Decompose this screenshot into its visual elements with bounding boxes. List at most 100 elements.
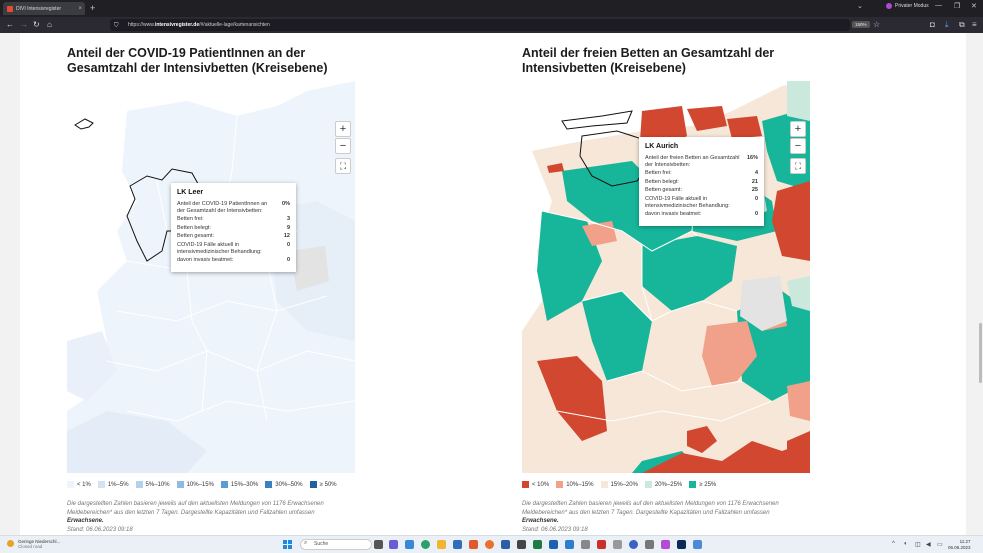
private-mask-icon (886, 3, 892, 9)
left-map[interactable]: + − ⛶ (67, 81, 355, 473)
region-red-center (687, 426, 717, 453)
weather-widget[interactable]: Geringe Niederschl... Closed road (7, 539, 60, 549)
private-mode-label: Privater Modus (895, 3, 929, 9)
tooltip-row: Betten belegt: 21 (645, 178, 758, 185)
legend-item[interactable]: < 1% (67, 481, 91, 488)
right-fullscreen-button[interactable]: ⛶ (790, 158, 806, 174)
maximize-icon[interactable]: ❐ (954, 3, 961, 10)
close-tab-icon[interactable]: × (78, 5, 82, 12)
acrobat-icon[interactable] (597, 540, 606, 549)
office-icon[interactable] (469, 540, 478, 549)
home-icon[interactable]: ⌂ (47, 20, 52, 29)
right-map-tooltip: LK Aurich Anteil der freien Betten an Ge… (639, 137, 764, 226)
region-salmon-2 (702, 321, 757, 386)
store-icon[interactable] (453, 540, 462, 549)
app-icon[interactable] (693, 540, 702, 549)
legend-item[interactable]: 10%–15% (556, 481, 594, 488)
web-page: Anteil der COVID-19 PatientInnen an der … (0, 33, 983, 535)
windows-start-icon[interactable] (283, 540, 292, 549)
system-clock[interactable]: 11:27 06.06.2023 (948, 539, 971, 550)
task-view-icon[interactable] (374, 540, 383, 549)
legend-item[interactable]: < 10% (522, 481, 549, 488)
zoom-level-badge[interactable]: 150% (852, 21, 870, 28)
word-icon[interactable] (549, 540, 558, 549)
minimize-icon[interactable]: — (935, 2, 942, 9)
menu-icon[interactable]: ≡ (972, 20, 977, 29)
legend-item[interactable]: 30%–50% (265, 481, 303, 488)
legend-item[interactable]: 15%–20% (600, 481, 638, 488)
legend-swatch (600, 481, 608, 488)
tray-app-icon[interactable]: ◐ (904, 541, 908, 547)
region-lightteal-ne (787, 81, 810, 121)
tooltip-row: Betten gesamt: 12 (177, 233, 290, 240)
photoshop-icon[interactable] (677, 540, 686, 549)
region-teal-west (537, 211, 602, 321)
tooltip-row: Anteil der COVID-19 PatientInnen an der … (177, 201, 290, 214)
taskbar-search-input[interactable]: Suche (300, 539, 372, 550)
right-zoom-in-button[interactable]: + (790, 121, 806, 137)
new-tab-button[interactable]: + (90, 3, 96, 13)
app-icon[interactable] (629, 540, 638, 549)
left-zoom-in-button[interactable]: + (335, 121, 351, 137)
download-icon[interactable]: ⤓ (945, 20, 949, 29)
region-red-west (537, 356, 607, 441)
app-icon[interactable] (645, 540, 654, 549)
firefox-private-icon[interactable] (661, 540, 670, 549)
legend-item[interactable]: 20%–25% (644, 481, 682, 488)
tooltip-row: COVID-19 Fälle aktuell in intensivmedizi… (645, 195, 758, 209)
dropbox-icon[interactable] (501, 540, 510, 549)
region-salmon-3 (787, 381, 810, 421)
tab-title: DIVI Intensivregister (16, 5, 62, 12)
back-icon[interactable]: ← (6, 20, 14, 29)
url-bar[interactable]: https://www.intensivregister.de/#/aktuel… (110, 19, 850, 31)
excel-icon[interactable] (533, 540, 542, 549)
app-icon[interactable] (581, 540, 590, 549)
forward-icon[interactable]: → (20, 20, 28, 29)
pocket-icon[interactable]: ◘ (930, 20, 935, 29)
legend-swatch (176, 481, 184, 488)
legend-item[interactable]: 5%–10% (135, 481, 170, 488)
region-gray (289, 246, 329, 291)
left-zoom-out-button[interactable]: − (335, 138, 351, 154)
region-red-se (787, 431, 810, 473)
tooltip-row: Betten gesamt: 25 (645, 187, 758, 194)
teams-icon[interactable] (405, 540, 414, 549)
extensions-icon[interactable]: ⧉ (959, 20, 965, 29)
highlighted-district-outline (579, 130, 653, 187)
legend-item[interactable]: ≥ 25% (689, 481, 716, 488)
widgets-icon[interactable] (389, 540, 398, 549)
scrollbar-thumb[interactable] (979, 323, 982, 383)
tray-chevron-icon[interactable]: ^ (892, 541, 895, 547)
region-red-south (642, 441, 810, 473)
app-icon[interactable] (613, 540, 622, 549)
legend-item[interactable]: ≥ 50% (309, 481, 337, 488)
legend-item[interactable]: 1%–5% (97, 481, 129, 488)
battery-icon[interactable]: ▭ (937, 542, 943, 548)
tab-list-chevron-icon[interactable]: ⌄ (857, 3, 863, 10)
left-fullscreen-button[interactable]: ⛶ (335, 158, 351, 174)
region-red-n2 (727, 116, 762, 139)
network-icon[interactable]: ◫ (915, 542, 921, 548)
volume-icon[interactable]: ◀ (926, 542, 931, 548)
browser-tab[interactable]: DIVI Intensivregister × (3, 2, 85, 15)
bookmark-star-icon[interactable]: ☆ (873, 20, 881, 29)
favicon-icon (7, 5, 13, 12)
legend-swatch (556, 481, 564, 488)
app-icon[interactable] (517, 540, 526, 549)
close-window-icon[interactable]: ✕ (971, 3, 977, 10)
browser-toolbar: ← → ↻ ⌂ https://www.intensivregister.de/… (0, 17, 983, 33)
url-domain: intensivregister.de (154, 22, 200, 28)
url-path: /#/aktuelle-lage/kartenansichten (199, 22, 270, 28)
page-scrollbar[interactable] (977, 33, 983, 535)
shield-icon[interactable]: ⛉ (114, 23, 119, 29)
reload-icon[interactable]: ↻ (33, 20, 40, 29)
edge-icon[interactable] (421, 540, 430, 549)
legend-item[interactable]: 15%–30% (220, 481, 258, 488)
tooltip-row: Betten frei: 3 (177, 216, 290, 223)
file-explorer-icon[interactable] (437, 540, 446, 549)
outlook-icon[interactable] (565, 540, 574, 549)
firefox-icon[interactable] (485, 540, 494, 549)
legend-item[interactable]: 10%–15% (176, 481, 214, 488)
weather-line2: Closed road (18, 544, 43, 549)
right-zoom-out-button[interactable]: − (790, 138, 806, 154)
